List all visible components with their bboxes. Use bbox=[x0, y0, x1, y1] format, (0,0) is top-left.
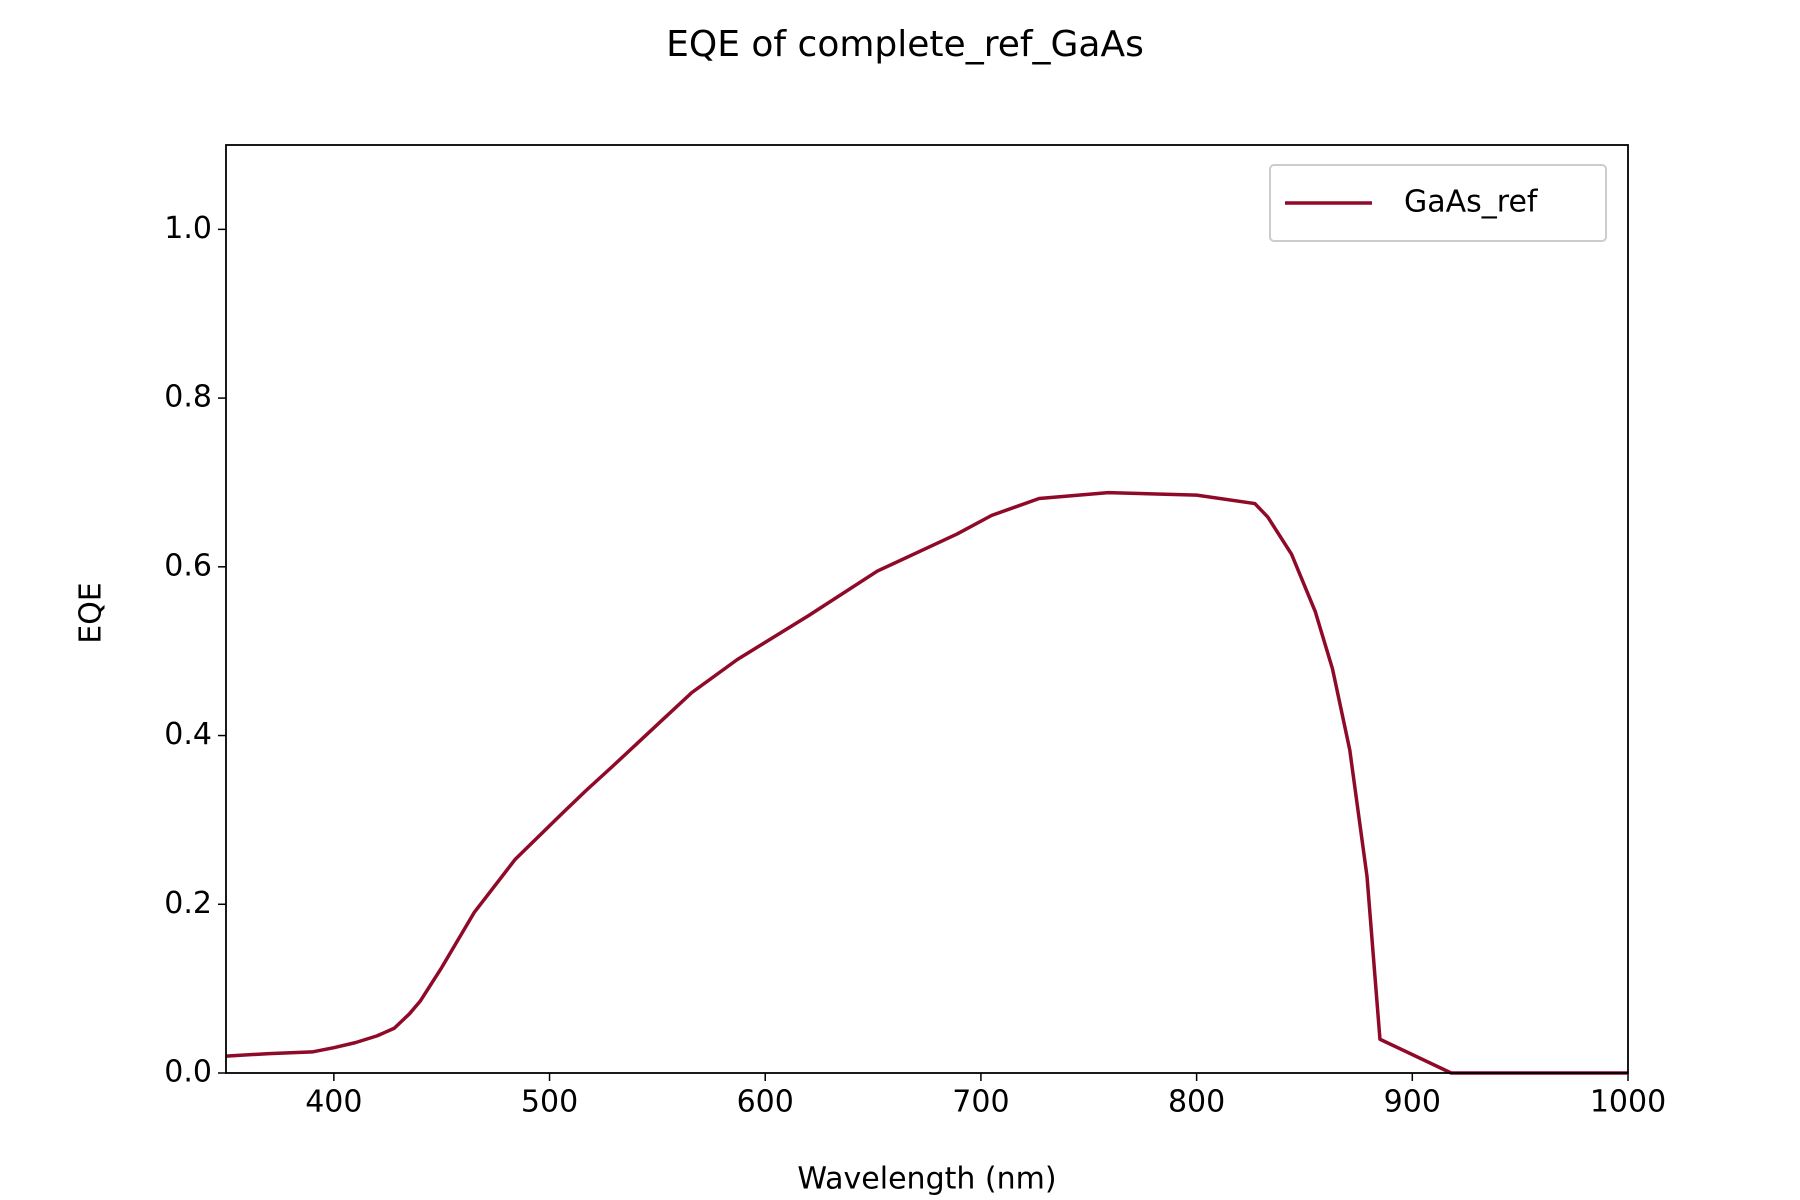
y-tick-label: 0.8 bbox=[164, 380, 212, 415]
y-tick-label: 1.0 bbox=[164, 211, 212, 246]
legend-box bbox=[1269, 164, 1607, 242]
y-tick-label: 0.4 bbox=[164, 717, 212, 752]
x-tick-label: 600 bbox=[737, 1085, 794, 1120]
y-tick-label: 0.6 bbox=[164, 548, 212, 583]
x-tick-label: 1000 bbox=[1590, 1085, 1666, 1120]
legend-label: GaAs_ref bbox=[1404, 185, 1539, 220]
x-tick-label: 500 bbox=[521, 1085, 578, 1120]
x-tick-label: 700 bbox=[952, 1085, 1009, 1120]
x-tick-label: 800 bbox=[1168, 1085, 1225, 1120]
data-line bbox=[225, 490, 1628, 1075]
y-tick-label: 0.2 bbox=[164, 886, 212, 921]
y-tick-label: 0.0 bbox=[164, 1055, 212, 1090]
x-tick-label: 900 bbox=[1384, 1085, 1441, 1120]
chart-title: EQE of complete_ref_GaAs bbox=[666, 24, 1144, 65]
y-axis-label: EQE bbox=[74, 582, 109, 644]
x-tick-label: 400 bbox=[305, 1085, 362, 1120]
x-axis-label: Wavelength (nm) bbox=[797, 1162, 1056, 1197]
plot-frame bbox=[225, 144, 1629, 1074]
